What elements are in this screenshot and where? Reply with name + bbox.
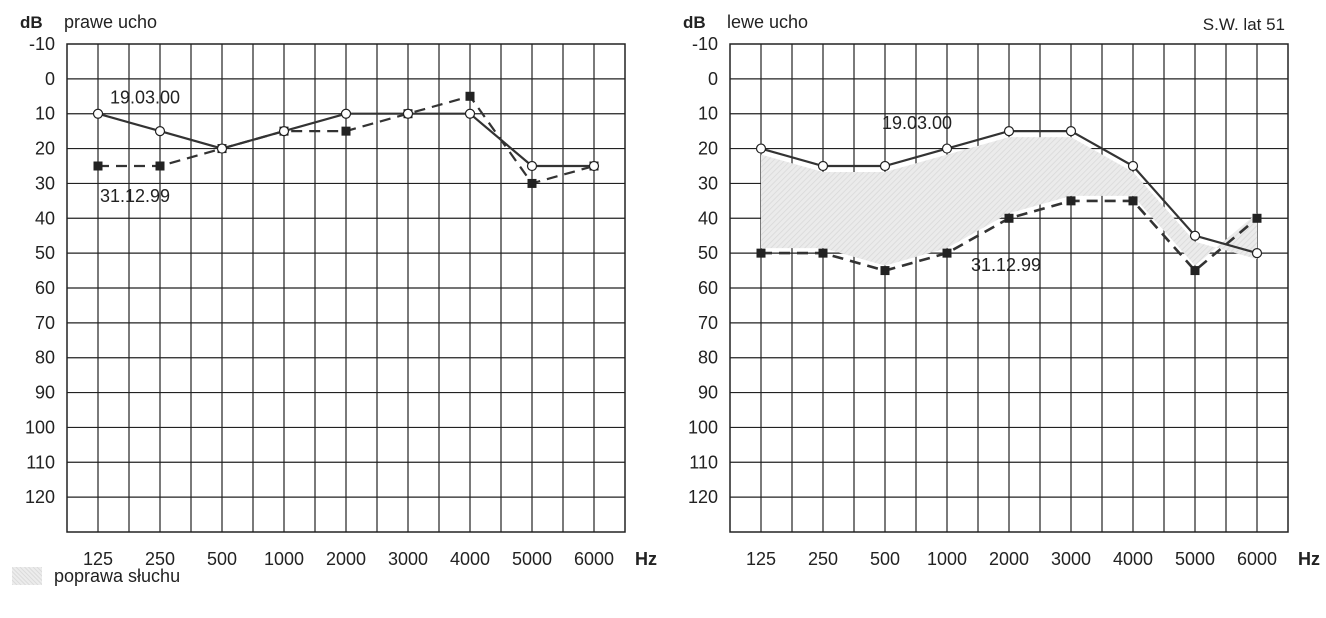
x-tick-label: 6000 bbox=[1237, 549, 1277, 569]
y-tick-label: 10 bbox=[35, 104, 55, 124]
x-tick-label: 500 bbox=[207, 549, 237, 569]
chart-title: lewe ucho bbox=[727, 12, 808, 32]
left-ear-audiogram: -10 0 10 20 30 40 50 60 70 80 90 100 110 120 dB lewe uc… bbox=[683, 12, 1320, 569]
legend: poprawa słuchu bbox=[12, 565, 180, 587]
series-point-square bbox=[527, 178, 537, 188]
x-tick-label: 5000 bbox=[1175, 549, 1215, 569]
series-point-square bbox=[1190, 266, 1200, 276]
series-point-square bbox=[880, 266, 890, 276]
x-tick-label: 2000 bbox=[326, 549, 366, 569]
y-tick-label: 110 bbox=[689, 452, 718, 472]
y-tick-label: 0 bbox=[708, 69, 718, 89]
legend-label: poprawa słuchu bbox=[54, 565, 181, 586]
series-point-square bbox=[341, 126, 351, 136]
series-point-circle bbox=[278, 126, 290, 137]
series-point-square bbox=[93, 161, 103, 171]
x-unit-label: Hz bbox=[1298, 549, 1320, 569]
series-point-square bbox=[155, 161, 165, 171]
y-tick-label: 80 bbox=[698, 348, 718, 368]
hearing-improvement-swatch bbox=[12, 567, 42, 585]
x-tick-label: 4000 bbox=[1113, 549, 1153, 569]
y-tick-label: 120 bbox=[25, 487, 55, 507]
x-tick-label: 1000 bbox=[264, 549, 304, 569]
y-tick-label: 20 bbox=[35, 139, 55, 159]
x-tick-label: 3000 bbox=[1051, 549, 1091, 569]
series-point-square bbox=[1252, 213, 1262, 223]
series-point-circle bbox=[1003, 126, 1015, 137]
series-point-circle bbox=[1065, 126, 1077, 137]
y-tick-label: 50 bbox=[35, 243, 55, 263]
y-tick-label: 20 bbox=[698, 139, 718, 159]
series-point-circle bbox=[402, 108, 414, 119]
series-point-circle bbox=[526, 160, 538, 172]
series-point-circle bbox=[755, 143, 767, 154]
series-point-circle bbox=[879, 160, 891, 172]
x-tick-label: 4000 bbox=[450, 549, 490, 569]
y-tick-label: 120 bbox=[688, 487, 718, 507]
x-tick-label: 2000 bbox=[989, 549, 1029, 569]
series-point-circle bbox=[216, 143, 228, 154]
series-annotation-31-12-99: 31.12.99 bbox=[100, 186, 170, 206]
series-point-circle bbox=[1189, 230, 1201, 241]
series-point-square bbox=[1004, 213, 1014, 223]
y-tick-label: 100 bbox=[688, 417, 718, 437]
x-tick-label: 3000 bbox=[388, 549, 428, 569]
series-annotation-19-03-00: 19.03.00 bbox=[882, 113, 952, 133]
x-tick-label: 250 bbox=[808, 549, 838, 569]
series-point-square bbox=[1066, 196, 1076, 206]
y-tick-label: 110 bbox=[26, 452, 55, 472]
x-tick-label: 125 bbox=[83, 549, 113, 569]
series-point-circle bbox=[941, 143, 953, 154]
series-point-circle bbox=[817, 160, 829, 172]
series-annotation-31-12-99: 31.12.99 bbox=[971, 255, 1041, 275]
y-tick-label: 50 bbox=[698, 243, 718, 263]
y-unit-label: dB bbox=[20, 13, 43, 32]
y-tick-label: 40 bbox=[35, 208, 55, 228]
y-tick-label: 10 bbox=[698, 104, 718, 124]
x-tick-label: 6000 bbox=[574, 549, 614, 569]
chart-title: prawe ucho bbox=[64, 12, 157, 32]
series-point-circle bbox=[92, 108, 104, 119]
series-point-circle bbox=[340, 108, 352, 119]
y-tick-label: 90 bbox=[698, 383, 718, 403]
series-point-square bbox=[818, 248, 828, 258]
chart-subtitle: S.W. lat 51 bbox=[1203, 15, 1285, 34]
series-point-square bbox=[942, 248, 952, 258]
y-tick-label: -10 bbox=[692, 34, 718, 54]
y-tick-label: 60 bbox=[698, 278, 718, 298]
hearing-improvement-area bbox=[761, 137, 1257, 266]
y-tick-label: 100 bbox=[25, 417, 55, 437]
series-annotation-19-03-00: 19.03.00 bbox=[110, 88, 180, 108]
y-tick-label: 60 bbox=[35, 278, 55, 298]
y-tick-label: 30 bbox=[35, 173, 55, 193]
series-point-circle bbox=[464, 108, 476, 119]
y-tick-label: 70 bbox=[35, 313, 55, 333]
series-point-square bbox=[1128, 196, 1138, 206]
x-unit-label: Hz bbox=[635, 549, 657, 569]
y-unit-label: dB bbox=[683, 13, 706, 32]
y-tick-label: 0 bbox=[45, 69, 55, 89]
series-point-circle bbox=[1251, 248, 1263, 259]
right-ear-audiogram: -10 0 10 20 30 40 50 60 70 80 90 100 110 120 dB prawe u… bbox=[20, 12, 657, 569]
x-tick-label: 250 bbox=[145, 549, 175, 569]
y-tick-label: 70 bbox=[698, 313, 718, 333]
series-point-square bbox=[465, 91, 475, 101]
y-tick-label: 80 bbox=[35, 348, 55, 368]
series-point-circle bbox=[588, 160, 600, 172]
x-tick-label: 1000 bbox=[927, 549, 967, 569]
x-tick-label: 125 bbox=[746, 549, 776, 569]
series-point-circle bbox=[154, 126, 166, 137]
x-tick-label: 500 bbox=[870, 549, 900, 569]
y-tick-label: 30 bbox=[698, 173, 718, 193]
series-point-circle bbox=[1127, 160, 1139, 172]
x-tick-label: 5000 bbox=[512, 549, 552, 569]
y-tick-label: 90 bbox=[35, 383, 55, 403]
y-tick-label: 40 bbox=[698, 208, 718, 228]
series-point-square bbox=[756, 248, 766, 258]
y-tick-label: -10 bbox=[29, 34, 55, 54]
